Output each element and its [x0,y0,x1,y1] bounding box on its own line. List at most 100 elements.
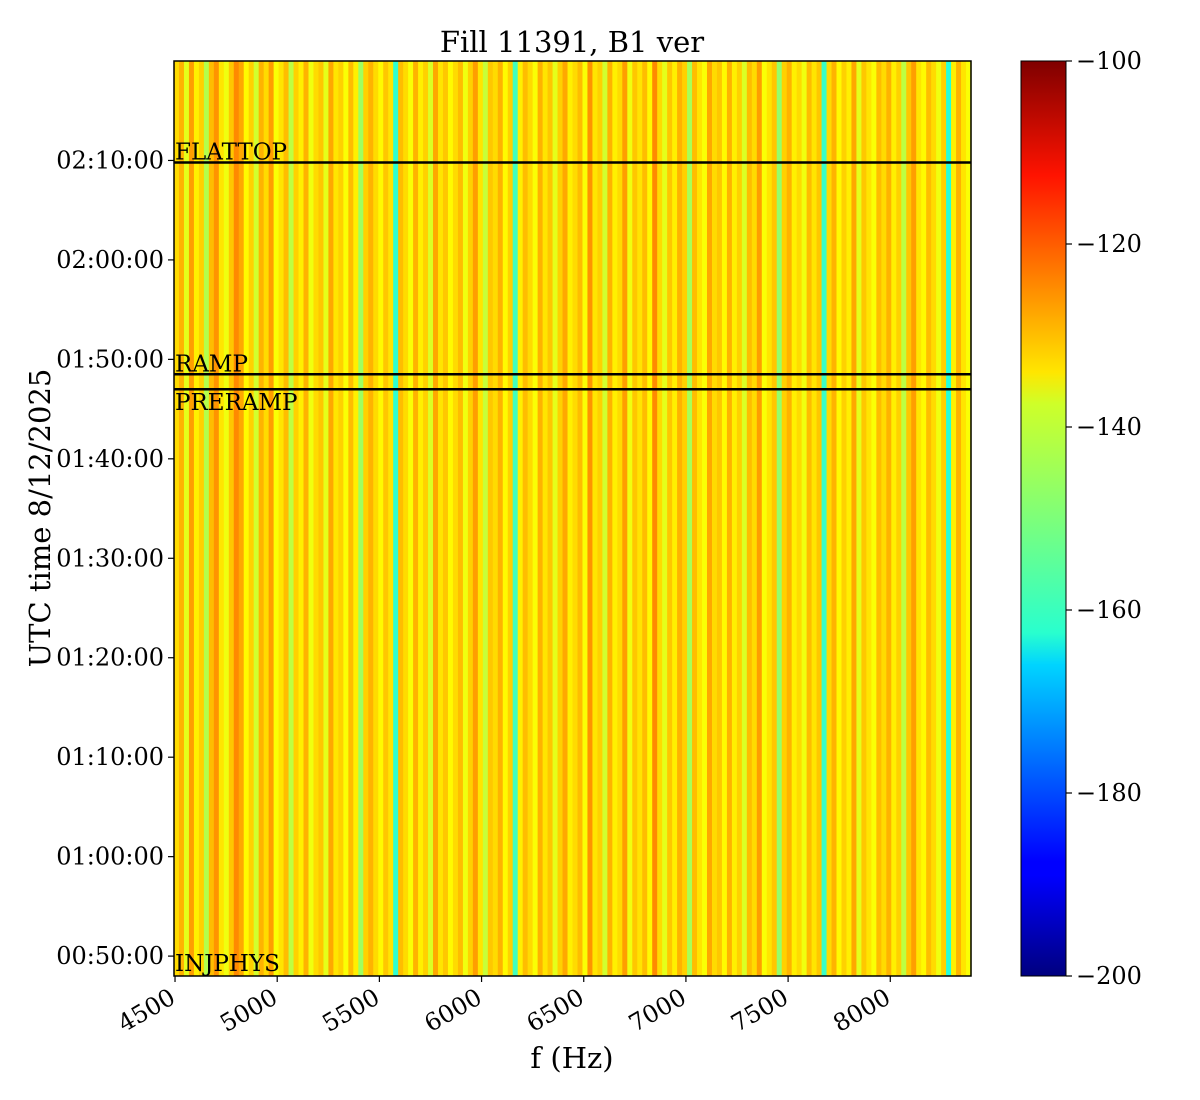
heatmap-column [308,61,315,976]
colorbar [1020,60,1067,977]
colorbar-ticks: −100 −120 −140 −160 −180 −200 [1066,47,1142,990]
x-tick-label: 7500 [726,983,793,1038]
heatmap-column [542,61,549,976]
heatmap-column [667,61,673,976]
heatmap-column [572,61,579,976]
heatmap-column [682,61,688,976]
heatmap-column [288,61,295,976]
heatmap-column [517,61,524,976]
heatmap-column [228,61,235,976]
heatmap-column [243,61,250,976]
heatmap-column [253,61,260,976]
heatmap-column [233,61,240,976]
heatmap-column [467,61,474,976]
heatmap-column [447,61,454,976]
heatmap-column [373,61,379,976]
heatmap-column [711,61,718,976]
heatmap-column [896,61,902,976]
heatmap-column [363,61,369,976]
heatmap-column [348,61,354,976]
heatmap-column [751,61,758,976]
heatmap-column [951,61,957,976]
heatmap-column [423,61,429,976]
heatmap-column [552,61,559,976]
heatmap-column [726,61,733,976]
x-tick-label: 6500 [522,983,589,1038]
heatmap-column [477,61,484,976]
heatmap-column [567,61,574,976]
heatmap-column [527,61,534,976]
heatmap-column [323,61,330,976]
x-tick-label: 7000 [624,983,691,1038]
heatmap-column [328,61,334,976]
heatmap-column [801,61,808,976]
heatmap-column [587,61,594,976]
heatmap-column [816,61,823,976]
colorbar-tick-label: −160 [1076,596,1142,624]
heatmap-column [442,61,449,976]
heatmap-column [906,61,912,976]
heatmap-column [652,61,658,976]
heatmap-column [946,61,952,976]
colorbar-tick-label: −120 [1076,230,1142,258]
x-tick-label: 4500 [113,983,180,1038]
heatmap-column [786,61,793,976]
heatmap-column [926,61,932,976]
heatmap-column [796,61,803,976]
heatmap-column [358,61,364,976]
heatmap-column [313,61,320,976]
heatmap-column [771,61,778,976]
heatmap-column [557,61,564,976]
x-tick-label: 5000 [215,983,282,1038]
heatmap-column [956,61,962,976]
heatmap-column [333,61,339,976]
heatmap-column [452,61,459,976]
heatmap-column [188,61,195,976]
heatmap-column [791,61,798,976]
heatmap-column [911,61,917,976]
y-axis-label: UTC time 8/12/2025 [23,369,57,668]
heatmap-column [647,61,653,976]
y-tick-label: 02:10:00 [56,146,164,174]
heatmap-column [856,61,863,976]
heatmap-column [916,61,922,976]
heatmap-column [841,61,848,976]
marker-label: RAMP [175,351,248,377]
heatmap-column [428,61,434,976]
heatmap-column [408,61,414,976]
heatmap-column [318,61,325,976]
heatmap-column [657,61,663,976]
heatmap-column [602,61,608,976]
heatmap-column [876,61,882,976]
heatmap-column [921,61,927,976]
heatmap-column [716,61,723,976]
heatmap-column [208,61,215,976]
heatmap-column [851,61,858,976]
heatmap-column [677,61,683,976]
heatmap-column [378,61,384,976]
heatmap-column [731,61,738,976]
heatmap-column [766,61,773,976]
heatmap-column [746,61,753,976]
heatmap-column [632,61,638,976]
event-markers: FLATTOP RAMP PRERAMP INJPHYS [174,139,971,977]
heatmap-column [223,61,230,976]
heatmap-column [582,61,589,976]
marker-label: PRERAMP [175,390,298,416]
y-tick-label: 01:30:00 [56,544,164,572]
heatmap-column [597,61,603,976]
heatmap-column [537,61,544,976]
y-tick-label: 02:00:00 [56,246,164,274]
heatmap-column [388,61,394,976]
y-tick-label: 00:50:00 [56,942,164,970]
heatmap-column [383,61,389,976]
heatmap-column [343,61,349,976]
heatmap-column [861,61,867,976]
colorbar-tick-label: −200 [1076,962,1142,990]
marker-label: FLATTOP [175,139,287,165]
heatmap-column [502,61,509,976]
heatmap-column [702,61,708,976]
heatmap-column [846,61,853,976]
heatmap-column [831,61,838,976]
y-tick-label: 01:40:00 [56,445,164,473]
